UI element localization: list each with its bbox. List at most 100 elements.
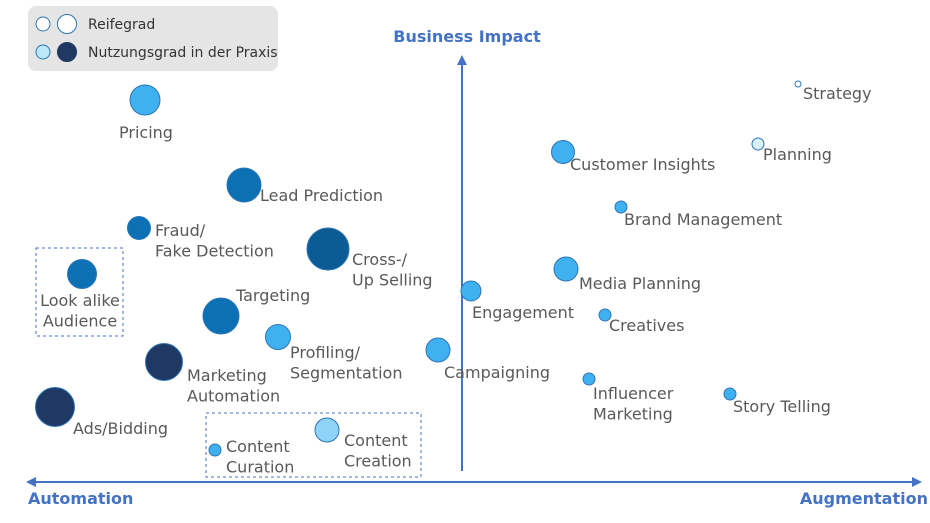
point-label-content-curation: Content Curation: [226, 437, 294, 477]
point-marker-influencer-marketing: [582, 372, 596, 386]
point-profiling-segmentation: Profiling/Segmentation: [265, 324, 402, 383]
group-box-2: [205, 412, 422, 478]
point-media-planning: Media Planning: [553, 256, 701, 293]
axes: Business Impact Automation Augmentation: [26, 27, 928, 508]
point-label-cross-up-selling: Cross-/ Up Selling: [352, 250, 433, 290]
point-label-ads-bidding: Ads/Bidding: [73, 419, 168, 438]
point-label-line: Customer Insights: [570, 155, 715, 174]
point-label-planning: Planning: [763, 145, 832, 164]
point-marker-story-telling: [723, 387, 737, 401]
point-label-campaigning: Campaigning: [444, 363, 550, 382]
point-label-line: Engagement: [472, 303, 574, 322]
point-ads-bidding: Ads/Bidding: [35, 387, 168, 438]
point-label-fraud-fake-detection: Fraud/Fake Detection: [155, 221, 274, 261]
point-label-line: Curation: [226, 458, 294, 477]
point-label-line: Cross-/: [352, 250, 408, 269]
point-cross-up-selling: Cross-/ Up Selling: [306, 227, 433, 290]
point-marker-fraud-fake-detection: [127, 216, 151, 240]
point-label-line: Ads/Bidding: [73, 419, 168, 438]
point-label-line: Lead Prediction: [260, 186, 383, 205]
point-fraud-fake-detection: Fraud/Fake Detection: [127, 216, 274, 261]
point-marker-customer-insights: [551, 140, 575, 164]
point-marker-marketing-automation: [145, 343, 183, 381]
point-label-story-telling: Story Telling: [733, 397, 831, 416]
point-marker-strategy: [794, 80, 802, 88]
point-marker-media-planning: [553, 256, 579, 282]
x-axis-left-arrow: [26, 477, 36, 487]
legend-label-nutzungsgrad: Nutzungsgrad in der Praxis: [88, 45, 278, 61]
point-marker-brand-management: [614, 200, 628, 214]
point-marker-ads-bidding: [35, 387, 75, 427]
point-label-pricing: Pricing: [119, 123, 173, 142]
point-label-line: Story Telling: [733, 397, 831, 416]
point-label-line: Creatives: [609, 316, 684, 335]
point-label-line: Audience: [43, 312, 117, 331]
point-label-line: Profiling/: [290, 343, 361, 362]
point-label-customer-insights: Customer Insights: [570, 155, 715, 174]
point-label-strategy: Strategy: [803, 84, 872, 103]
point-pricing: Pricing: [119, 84, 173, 142]
point-label-targeting: Targeting: [235, 286, 310, 305]
point-marker-planning: [751, 137, 765, 151]
point-targeting: Targeting: [202, 286, 310, 335]
point-label-line: Content: [344, 431, 408, 450]
point-strategy: Strategy: [794, 80, 872, 103]
point-marker-profiling-segmentation: [265, 324, 291, 350]
point-label-look-alike-audience: Look alike Audience: [40, 291, 120, 331]
point-look-alike-audience: Look alike Audience: [40, 259, 120, 331]
point-marker-look-alike-audience: [67, 259, 97, 289]
point-customer-insights: Customer Insights: [551, 140, 715, 174]
point-marker-content-curation: [208, 443, 222, 457]
point-label-line: Marketing: [593, 405, 673, 424]
point-label-line: Planning: [763, 145, 832, 164]
point-label-media-planning: Media Planning: [579, 274, 701, 293]
point-label-marketing-automation: Marketing Automation: [187, 366, 280, 406]
point-label-line: Influencer: [593, 384, 674, 403]
point-planning: Planning: [751, 137, 832, 164]
legend-filled-large-circle: [57, 42, 77, 62]
point-label-line: Automation: [187, 387, 280, 406]
y-axis-label: Business Impact: [393, 27, 541, 46]
point-story-telling: Story Telling: [723, 387, 831, 416]
point-label-line: Brand Management: [624, 210, 782, 229]
point-label-line: Content: [226, 437, 290, 456]
point-label-line: Strategy: [803, 84, 872, 103]
group-boxes: [35, 247, 422, 478]
x-axis-right-arrow: [912, 477, 922, 487]
legend-outline-large-circle: [57, 14, 77, 34]
legend-label-reifegrad: Reifegrad: [88, 17, 155, 33]
point-brand-management: Brand Management: [614, 200, 782, 229]
point-creatives: Creatives: [598, 308, 684, 335]
point-label-profiling-segmentation: Profiling/Segmentation: [290, 343, 402, 383]
point-label-lead-prediction: Lead Prediction: [260, 186, 383, 205]
legend-filled-small-circle: [35, 44, 51, 60]
point-label-line: Targeting: [235, 286, 310, 305]
point-campaigning: Campaigning: [425, 337, 550, 382]
point-label-line: Pricing: [119, 123, 173, 142]
point-label-influencer-marketing: Influencer Marketing: [593, 384, 674, 424]
point-marker-pricing: [129, 84, 161, 116]
y-axis-arrow: [457, 55, 467, 65]
point-marker-content-creation: [314, 417, 340, 443]
legend-box: [28, 6, 278, 71]
group-box-1: [35, 247, 124, 337]
point-content-curation: Content Curation: [208, 437, 294, 477]
point-label-line: Media Planning: [579, 274, 701, 293]
legend: Reifegrad Nutzungsgrad in der Praxis: [28, 6, 278, 71]
point-marker-lead-prediction: [226, 167, 262, 203]
data-points: Pricing Lead Prediction Fraud/Fake Detecti…: [35, 80, 872, 477]
point-marker-creatives: [598, 308, 612, 322]
point-label-brand-management: Brand Management: [624, 210, 782, 229]
point-marker-engagement: [460, 280, 482, 302]
point-label-line: Marketing: [187, 366, 267, 385]
point-label-line: Segmentation: [290, 364, 402, 383]
point-label-line: Up Selling: [352, 271, 433, 290]
x-axis-left-label: Automation: [28, 489, 133, 508]
point-marker-cross-up-selling: [306, 227, 350, 271]
point-marker-targeting: [202, 297, 240, 335]
point-label-creatives: Creatives: [609, 316, 684, 335]
point-marker-campaigning: [425, 337, 451, 363]
point-content-creation: Content Creation: [314, 417, 412, 471]
point-label-engagement: Engagement: [472, 303, 574, 322]
